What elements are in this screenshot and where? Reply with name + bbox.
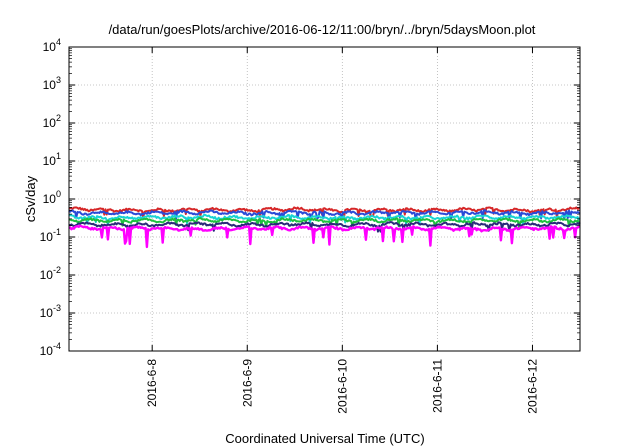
y-tick-label: 10-4 <box>40 341 61 358</box>
series-line <box>68 209 581 221</box>
series-layer <box>68 206 581 249</box>
y-tick-label: 101 <box>43 151 61 168</box>
y-axis-label: cSv/day <box>23 175 38 222</box>
x-tick-label: 2016-6-9 <box>240 359 254 407</box>
y-tick-label: 100 <box>43 189 61 206</box>
x-tick-label: 2016-6-11 <box>430 359 444 413</box>
x-tick-label: 2016-6-12 <box>525 359 539 414</box>
axis-ticks: 10-4 10-3 10-2 10-1 100 101 102 103 104 2016-6-8 2… <box>40 37 580 414</box>
chart-title: /data/run/goesPlots/archive/2016-06-12/1… <box>109 22 536 37</box>
series-line <box>68 221 581 234</box>
y-tick-label: 10-2 <box>40 265 61 282</box>
y-tick-label: 10-3 <box>40 303 61 320</box>
x-tick-label: 2016-6-10 <box>335 359 349 414</box>
series-line <box>68 213 581 226</box>
series-line <box>68 224 581 249</box>
x-tick-label: 2016-6-8 <box>145 359 159 407</box>
series-line <box>68 206 581 219</box>
y-tick-label: 102 <box>43 113 61 130</box>
y-tick-label: 104 <box>43 37 61 54</box>
gridlines <box>69 47 580 351</box>
y-tick-label: 103 <box>43 75 61 92</box>
y-tick-label: 10-1 <box>40 227 61 244</box>
series-line <box>68 217 581 229</box>
x-axis-label: Coordinated Universal Time (UTC) <box>225 431 424 446</box>
